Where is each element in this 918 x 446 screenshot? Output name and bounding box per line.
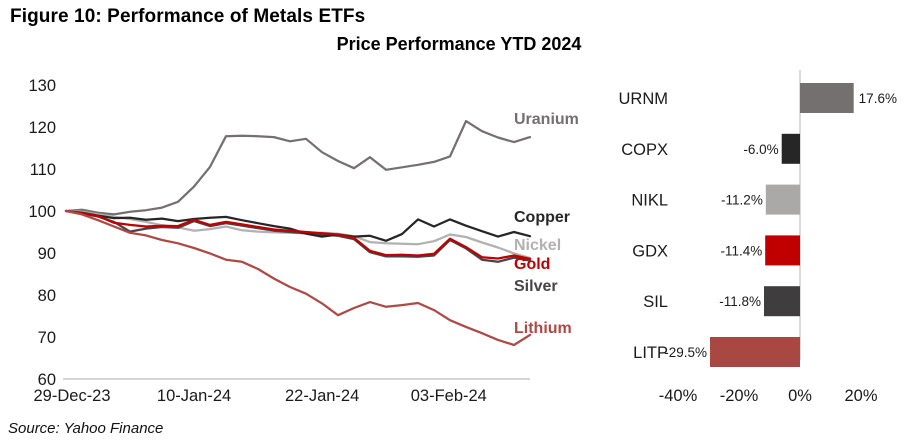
x-axis-tick-label: 03-Feb-24: [411, 387, 487, 405]
y-axis-tick-label: 90: [38, 245, 56, 263]
y-axis-tick-label: 70: [38, 329, 56, 347]
bar-category-sil: SIL: [643, 293, 668, 311]
bar-category-litp: LITP: [633, 344, 668, 362]
bar-value-sil: -11.8%: [719, 294, 761, 309]
x-axis-tick-label: 29-Dec-23: [34, 387, 111, 405]
series-label-nickel: Nickel: [514, 237, 561, 254]
bar-litp: [710, 337, 800, 367]
source-note: Source: Yahoo Finance: [8, 420, 164, 437]
series-line-lithium: [64, 209, 532, 347]
bar-category-urnm: URNM: [619, 90, 669, 108]
figure-title: Figure 10: Performance of Metals ETFs: [10, 6, 366, 27]
series-label-gold: Gold: [514, 256, 550, 273]
bar-value-nikl: -11.2%: [721, 193, 763, 208]
series-label-lithium: Lithium: [514, 320, 572, 337]
bar-gdx: [765, 235, 800, 266]
series-line-uranium: [64, 119, 532, 216]
y-axis-tick-label: 80: [38, 287, 56, 305]
bar-x-axis-tick-label: -40%: [659, 387, 698, 405]
bar-category-nikl: NIKL: [631, 192, 668, 210]
bar-x-axis-tick-label: 20%: [844, 387, 877, 405]
x-axis-tick-label: 22-Jan-24: [285, 387, 359, 405]
bar-value-copx: -6.0%: [743, 142, 778, 157]
chart-subtitle: Price Performance YTD 2024: [336, 34, 582, 54]
y-axis-tick-label: 100: [28, 203, 56, 221]
bar-value-gdx: -11.4%: [720, 243, 762, 258]
bar-x-axis-tick-label: -20%: [720, 387, 759, 405]
y-axis-tick-label: 110: [30, 161, 56, 179]
bar-category-copx: COPX: [621, 141, 668, 159]
y-axis-tick-label: 120: [28, 119, 56, 137]
bar-category-gdx: GDX: [632, 242, 668, 260]
x-axis-tick-label: 10-Jan-24: [157, 387, 231, 405]
bar-nikl: [765, 184, 800, 215]
bar-x-axis-tick-label: 0%: [788, 387, 812, 405]
y-axis-tick-label: 130: [28, 77, 56, 95]
bar-copx: [781, 133, 800, 164]
series-label-copper: Copper: [514, 209, 570, 226]
bar-sil: [764, 286, 800, 317]
bar-chart: URNM 17.6% COPX -6.0% NIKL -11.2% GDX -11.4% SIL…: [619, 70, 897, 405]
bar-value-litp: -29.5%: [664, 345, 707, 360]
bar-urnm: [800, 83, 854, 113]
y-axis-tick-label: 60: [38, 371, 56, 389]
series-label-uranium: Uranium: [514, 111, 579, 128]
series-label-silver: Silver: [514, 278, 558, 295]
series-line-gold: [64, 209, 532, 261]
series-line-silver: [64, 209, 532, 263]
bar-value-urnm: 17.6%: [859, 91, 897, 106]
